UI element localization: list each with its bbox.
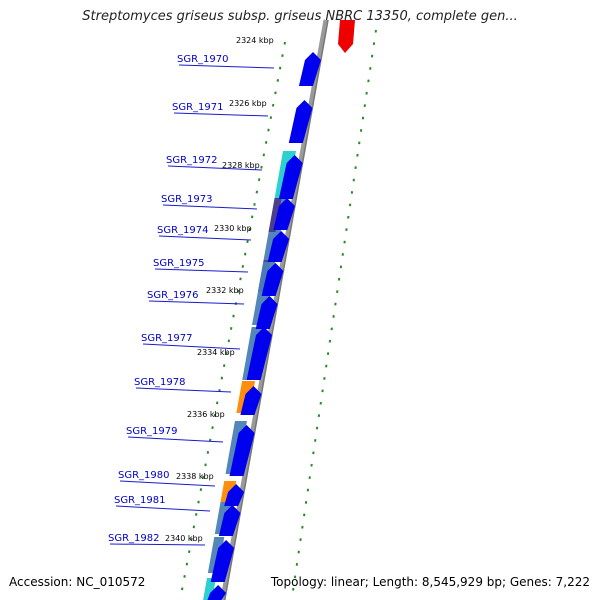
gene-label-leader <box>148 300 245 305</box>
genome-summary-text: Topology: linear; Length: 8,545,929 bp; … <box>270 575 590 589</box>
kbp-label: 2338 kbp <box>176 472 214 481</box>
gene-arrow[interactable] <box>255 296 278 329</box>
gene-label-leader <box>154 268 249 273</box>
accession-text: Accession: NC_010572 <box>9 575 146 589</box>
kbp-label: 2326 kbp <box>229 99 267 108</box>
gene-arrow[interactable] <box>267 231 290 262</box>
gene-label-sgr_1980[interactable]: SGR_1980 <box>118 470 170 481</box>
gene-label-sgr_1970[interactable]: SGR_1970 <box>177 54 229 65</box>
gene-label-leader <box>115 505 211 512</box>
kbp-label: 2336 kbp <box>187 410 225 419</box>
genome-axis-shadow <box>224 19 329 600</box>
gene-arrow[interactable] <box>207 585 227 600</box>
tick-track-right <box>292 29 377 591</box>
gene-label-track: SGR_1970 SGR_1971 SGR_1972 SGR_1973 SGR_1974… <box>108 54 275 546</box>
gene-label-sgr_1975[interactable]: SGR_1975 <box>153 258 205 269</box>
kbp-label: 2328 kbp <box>222 161 260 170</box>
kbp-label: 2324 kbp <box>236 36 274 45</box>
gene-label-leader <box>142 343 241 350</box>
gene-label-leader <box>162 204 258 210</box>
gene-label-sgr_1977[interactable]: SGR_1977 <box>141 333 193 344</box>
gene-arrow[interactable] <box>261 263 284 296</box>
gene-arrow-track <box>207 20 355 600</box>
gene-arrow[interactable] <box>218 505 241 536</box>
gene-label-sgr_1971[interactable]: SGR_1971 <box>172 102 224 113</box>
kbp-label: 2334 kbp <box>197 348 235 357</box>
gene-label-sgr_1972[interactable]: SGR_1972 <box>166 155 218 166</box>
gene-label-leader <box>109 543 206 546</box>
gene-label-sgr_1981[interactable]: SGR_1981 <box>114 495 166 506</box>
gene-label-leader <box>178 64 275 69</box>
gene-label-leader <box>119 480 216 487</box>
gene-arrow[interactable] <box>240 386 262 415</box>
kbp-scale: 2324 kbp 2326 kbp 2328 kbp 2330 kbp 2332 kbp… <box>165 36 274 543</box>
gene-label-leader <box>158 235 252 241</box>
gene-label-sgr_1978[interactable]: SGR_1978 <box>134 377 186 388</box>
kbp-label: 2340 kbp <box>165 534 203 543</box>
map-title: Streptomyces griseus subsp. griseus NBRC… <box>82 9 518 24</box>
gene-arrow[interactable] <box>210 540 235 582</box>
gene-arrow[interactable] <box>298 52 321 86</box>
gene-label-leader <box>173 112 269 117</box>
gene-label-leader <box>127 436 224 443</box>
kbp-label: 2332 kbp <box>206 286 244 295</box>
gene-arrow[interactable] <box>278 155 303 199</box>
gene-arrow[interactable] <box>288 100 313 143</box>
gene-label-sgr_1982[interactable]: SGR_1982 <box>108 533 160 544</box>
gene-arrow[interactable] <box>246 327 273 380</box>
gene-label-sgr_1973[interactable]: SGR_1973 <box>161 194 213 205</box>
gene-arrow[interactable] <box>229 425 255 476</box>
gene-label-leader <box>135 387 232 393</box>
gene-label-sgr_1974[interactable]: SGR_1974 <box>157 225 209 236</box>
protein-domain-block[interactable] <box>268 198 282 232</box>
kbp-label: 2330 kbp <box>214 224 252 233</box>
gene-label-leader <box>167 165 263 171</box>
tick-track-left <box>179 41 286 600</box>
gene-arrow[interactable] <box>224 484 245 506</box>
gene-label-sgr_1976[interactable]: SGR_1976 <box>147 290 199 301</box>
gene-arrow[interactable] <box>273 198 296 230</box>
highlight-gene-arrow[interactable] <box>338 20 355 53</box>
gene-label-sgr_1979[interactable]: SGR_1979 <box>126 426 178 437</box>
